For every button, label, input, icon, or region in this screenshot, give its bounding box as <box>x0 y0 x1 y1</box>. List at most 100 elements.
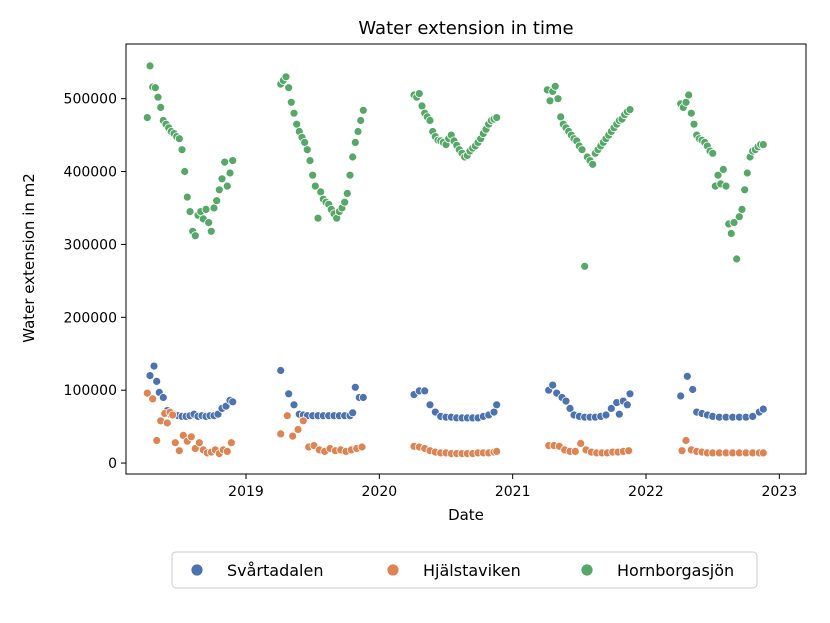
data-point <box>688 385 698 394</box>
data-point <box>417 101 427 111</box>
legend-marker <box>580 563 594 577</box>
data-point <box>289 400 299 410</box>
data-point <box>353 127 363 136</box>
data-point <box>357 442 367 452</box>
data-point <box>425 116 435 125</box>
data-point <box>204 218 214 228</box>
data-point <box>681 97 691 107</box>
x-tick-label: 2020 <box>362 484 398 500</box>
data-point <box>276 366 286 375</box>
data-point <box>206 226 216 236</box>
data-point <box>601 410 611 420</box>
data-point <box>576 438 586 448</box>
legend-label: Hornborgasjön <box>617 561 734 580</box>
data-point <box>228 156 238 166</box>
y-tick-label: 0 <box>108 456 117 472</box>
x-axis-label: Date <box>448 506 484 524</box>
data-point <box>156 103 166 112</box>
data-point <box>313 213 323 223</box>
y-axis-label: Water extension in m2 <box>20 173 38 343</box>
data-point <box>148 394 158 404</box>
data-point <box>686 108 696 118</box>
data-point <box>142 388 152 398</box>
data-point <box>545 96 555 106</box>
data-point <box>217 174 227 184</box>
data-point <box>577 145 587 155</box>
data-point <box>732 254 742 264</box>
data-point <box>293 425 303 434</box>
data-point <box>556 112 566 122</box>
data-point <box>152 436 162 445</box>
data-point <box>310 181 320 191</box>
legend-marker <box>190 563 204 577</box>
y-tick-label: 500000 <box>64 92 117 108</box>
data-point <box>420 386 430 396</box>
data-point <box>226 438 236 448</box>
data-point <box>742 168 752 178</box>
data-point <box>281 72 291 82</box>
data-point <box>152 376 162 386</box>
data-point <box>194 438 204 448</box>
data-point <box>348 408 358 418</box>
data-point <box>282 411 292 421</box>
data-point <box>298 416 308 426</box>
axes: 2019 2020 2021 2022 2023 0 100000 200000 300000 4… <box>64 43 807 500</box>
data-point <box>276 429 286 439</box>
data-point <box>174 446 184 456</box>
data-point <box>689 119 699 129</box>
data-point <box>553 94 563 104</box>
data-point <box>726 229 736 238</box>
y-tick-label: 400000 <box>64 165 117 181</box>
data-point <box>284 83 294 93</box>
chart-title: Water extension in time <box>358 18 573 39</box>
data-point <box>758 140 768 150</box>
data-point <box>677 446 687 456</box>
data-point <box>681 436 691 445</box>
data-point <box>606 403 616 413</box>
data-point <box>145 61 155 71</box>
data-point <box>142 113 152 122</box>
data-point <box>356 116 366 125</box>
data-point <box>565 403 575 413</box>
plot-frame <box>125 43 807 475</box>
data-point <box>292 119 302 129</box>
data-point <box>150 83 160 93</box>
data-point <box>316 187 326 197</box>
data-point <box>358 393 368 402</box>
data-point <box>145 371 155 381</box>
data-point <box>614 409 624 419</box>
data-point <box>350 382 360 392</box>
data-point <box>288 431 298 441</box>
data-point <box>737 204 747 214</box>
x-tick-label: 2023 <box>762 484 798 500</box>
data-point <box>414 89 424 98</box>
y-tick-label: 100000 <box>64 383 117 399</box>
data-point <box>570 446 580 456</box>
data-point <box>214 185 224 195</box>
data-point <box>345 170 355 180</box>
data-point <box>492 113 502 122</box>
data-point <box>492 446 502 456</box>
legend-label: Hjälstaviken <box>423 561 521 580</box>
data-point <box>158 393 168 402</box>
data-point <box>174 134 184 144</box>
data-point <box>308 170 318 180</box>
data-point <box>289 108 299 118</box>
data-point <box>748 411 758 421</box>
data-point <box>708 148 718 158</box>
y-tick-label: 200000 <box>64 310 117 326</box>
data-point <box>186 432 196 442</box>
x-tick-label: 2022 <box>628 484 664 500</box>
legend-marker <box>386 563 400 577</box>
data-point <box>305 156 315 166</box>
data-point <box>588 159 598 169</box>
series-2 <box>142 388 768 459</box>
data-point <box>342 188 352 198</box>
data-point <box>284 389 294 399</box>
data-point <box>625 105 635 114</box>
data-point <box>177 145 187 155</box>
data-point <box>718 164 728 174</box>
data-point <box>548 380 558 390</box>
data-point <box>489 407 499 417</box>
data-point <box>340 197 350 207</box>
